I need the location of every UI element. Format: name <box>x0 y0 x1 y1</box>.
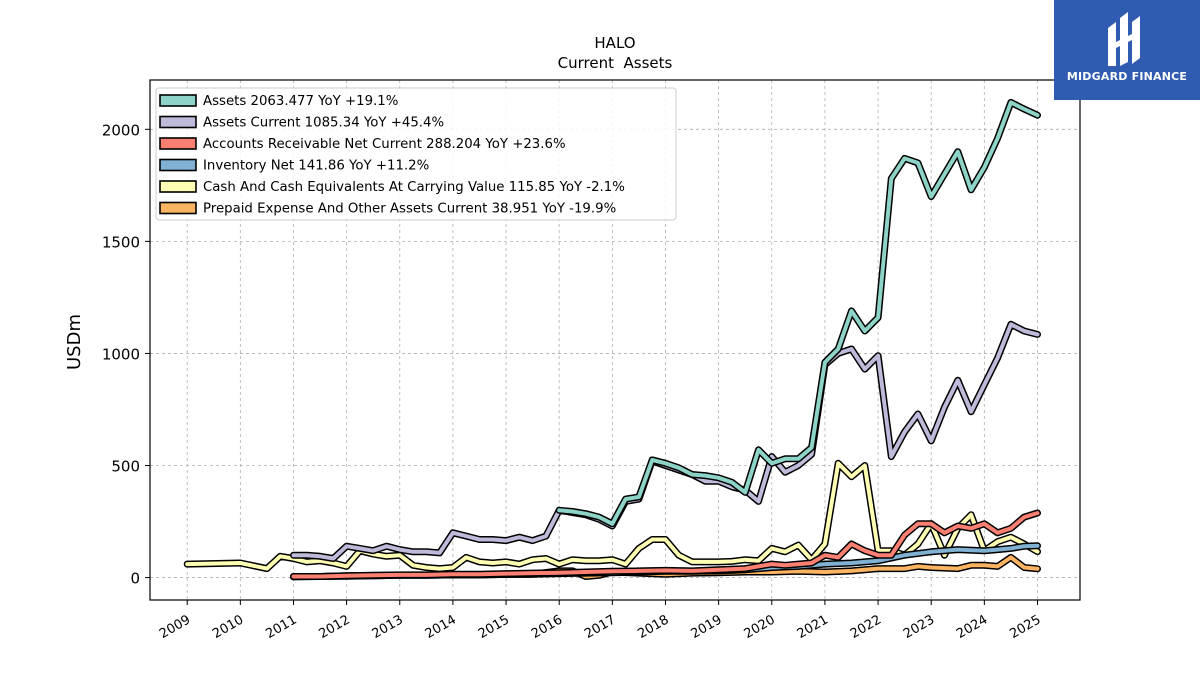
y-tick-label: 1000 <box>102 345 140 363</box>
legend-entry: Assets Current 1085.34 YoY +45.4% <box>203 116 444 131</box>
x-tick-label: 2009 <box>157 612 193 642</box>
y-tick-label: 0 <box>130 570 140 588</box>
legend-entry: Cash And Cash Equivalents At Carrying Va… <box>203 180 625 195</box>
y-tick-label: 1500 <box>102 233 140 251</box>
brand-name: MIDGARD FINANCE <box>1066 70 1188 83</box>
y-tick-label: 500 <box>111 458 140 476</box>
legend-entry: Assets 2063.477 YoY +19.1% <box>203 94 398 109</box>
chart-subtitle: Current Assets <box>558 54 673 72</box>
series-line <box>291 511 1040 579</box>
legend-swatch <box>159 201 197 215</box>
y-axis-label: USDm <box>64 314 85 370</box>
legend-swatch <box>159 137 197 150</box>
chart-title: HALO <box>594 34 635 52</box>
x-axis-ticks: 2009 2010 2011 2012 2013 2014 2015 2016 2017 2018… <box>157 600 1043 642</box>
x-tick-label: 2011 <box>263 612 299 642</box>
x-tick-label: 2016 <box>529 612 565 642</box>
legend-swatch <box>159 180 197 193</box>
legend-entry: Accounts Receivable Net Current 288.204 … <box>203 137 566 152</box>
y-axis-ticks: 0 500 1000 1500 2000 <box>102 121 150 588</box>
legend: Assets 2063.477 YoY +19.1% Assets Current… <box>155 87 677 221</box>
x-tick-label: 2024 <box>954 612 990 642</box>
x-tick-label: 2012 <box>316 612 352 642</box>
series-3 <box>290 509 1041 580</box>
x-tick-label: 2023 <box>901 612 937 642</box>
x-tick-label: 2014 <box>423 612 459 642</box>
x-tick-label: 2013 <box>370 612 406 642</box>
midgard-logo-icon <box>1108 12 1140 66</box>
x-tick-label: 2010 <box>210 612 246 642</box>
x-tick-label: 2025 <box>1007 612 1043 642</box>
x-tick-label: 2020 <box>742 612 778 642</box>
x-tick-label: 2018 <box>635 612 671 642</box>
x-tick-label: 2015 <box>476 612 512 642</box>
series-1 <box>555 98 1041 528</box>
x-tick-label: 2019 <box>688 612 724 642</box>
series-layer <box>183 98 1041 581</box>
series-line <box>557 100 1040 526</box>
legend-swatch <box>159 94 197 107</box>
plot-frame <box>149 79 1081 601</box>
legend-entry: Inventory Net 141.86 YoY +11.2% <box>203 159 429 174</box>
brand-logo: MIDGARD FINANCE <box>1054 0 1200 100</box>
x-tick-label: 2017 <box>582 612 618 642</box>
x-tick-label: 2021 <box>795 612 831 642</box>
legend-swatch <box>159 115 197 129</box>
legend-entry: Prepaid Expense And Other Assets Current… <box>203 202 616 217</box>
legend-swatch <box>159 158 197 172</box>
legend-box <box>155 87 677 221</box>
x-tick-label: 2022 <box>848 612 884 642</box>
y-tick-label: 2000 <box>102 121 140 139</box>
